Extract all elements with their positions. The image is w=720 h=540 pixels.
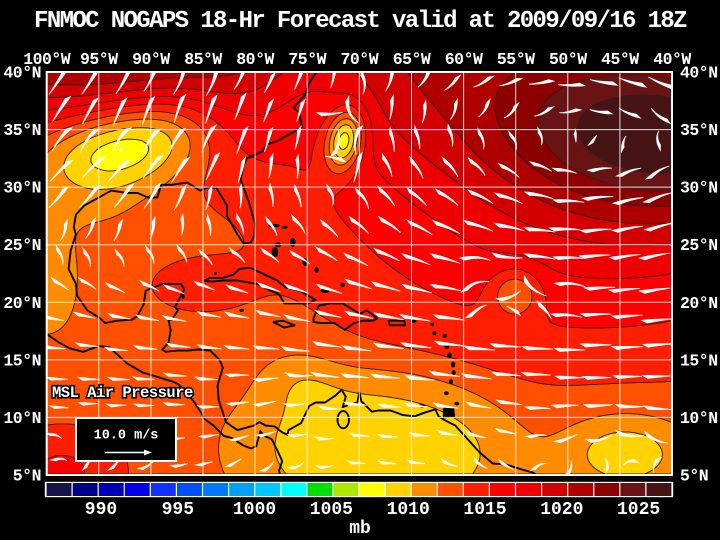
svg-text:990: 990 [85, 500, 117, 520]
svg-text:15°N: 15°N [3, 351, 41, 370]
svg-text:1020: 1020 [540, 500, 583, 520]
svg-text:35°N: 35°N [680, 121, 718, 140]
svg-text:40°W: 40°W [653, 50, 691, 69]
svg-text:20°N: 20°N [680, 294, 718, 313]
svg-text:25°N: 25°N [680, 236, 718, 255]
svg-text:1010: 1010 [387, 500, 430, 520]
svg-text:5°N: 5°N [680, 467, 708, 486]
svg-text:55°W: 55°W [497, 50, 535, 69]
svg-text:1005: 1005 [310, 500, 353, 520]
svg-text:80°W: 80°W [236, 50, 274, 69]
svg-text:5°N: 5°N [13, 467, 41, 486]
svg-text:25°N: 25°N [3, 236, 41, 255]
svg-text:MSL Air Pressure: MSL Air Pressure [52, 384, 193, 402]
svg-text:95°W: 95°W [80, 50, 118, 69]
svg-text:75°W: 75°W [288, 50, 326, 69]
svg-text:30°N: 30°N [680, 179, 718, 198]
svg-text:995: 995 [162, 500, 194, 520]
svg-text:50°W: 50°W [549, 50, 587, 69]
svg-text:40°N: 40°N [3, 64, 41, 83]
svg-text:20°N: 20°N [3, 294, 41, 313]
svg-text:10°N: 10°N [680, 409, 718, 428]
svg-text:90°W: 90°W [132, 50, 170, 69]
svg-text:35°N: 35°N [3, 121, 41, 140]
svg-text:mb: mb [349, 519, 371, 539]
svg-text:1000: 1000 [233, 500, 276, 520]
svg-text:30°N: 30°N [3, 179, 41, 198]
svg-text:60°W: 60°W [445, 50, 483, 69]
svg-text:85°W: 85°W [184, 50, 222, 69]
svg-text:100°W: 100°W [23, 50, 71, 69]
svg-text:45°W: 45°W [601, 50, 639, 69]
svg-text:65°W: 65°W [393, 50, 431, 69]
svg-text:10.0 m/s: 10.0 m/s [94, 429, 159, 444]
svg-text:10°N: 10°N [3, 409, 41, 428]
svg-text:15°N: 15°N [680, 351, 718, 370]
svg-text:1015: 1015 [463, 500, 506, 520]
svg-text:40°N: 40°N [680, 64, 718, 83]
svg-text:FNMOC NOGAPS 18-Hr Forecast va: FNMOC NOGAPS 18-Hr Forecast valid at 200… [34, 8, 687, 35]
svg-text:70°W: 70°W [340, 50, 378, 69]
svg-text:1025: 1025 [617, 500, 660, 520]
